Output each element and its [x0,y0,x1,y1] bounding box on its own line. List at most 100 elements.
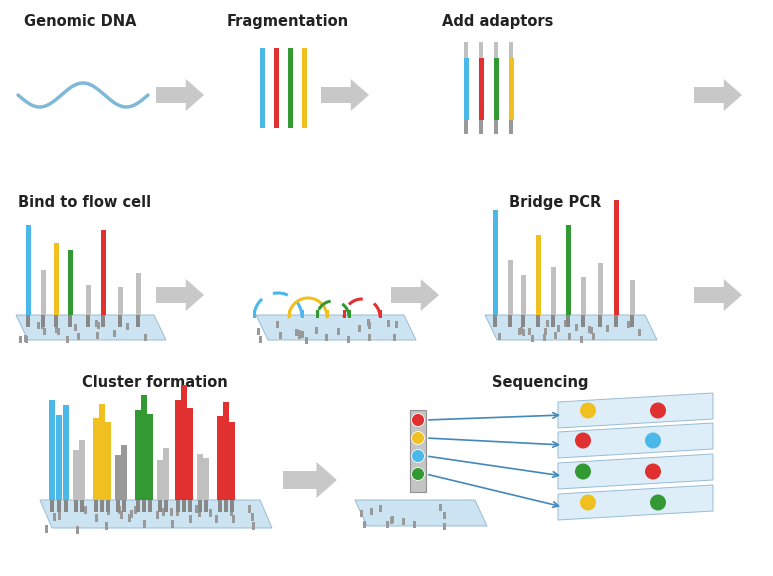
Bar [155,511,158,520]
Bar [43,328,46,335]
Bar [95,320,97,327]
Bar [105,422,111,500]
Bar [342,310,346,318]
Bar [564,320,567,327]
Bar [100,230,105,315]
Bar [53,513,56,521]
Bar [575,324,578,331]
Bar [84,506,87,514]
Bar [40,270,46,315]
Bar [24,335,27,342]
Bar [230,422,235,500]
Bar [63,405,69,500]
Bar [158,500,162,512]
Bar [581,277,585,315]
Bar [301,310,304,318]
Circle shape [411,431,424,445]
Text: Bridge PCR: Bridge PCR [509,195,601,210]
Bar [54,315,58,327]
Bar [614,315,618,327]
Bar [492,210,498,315]
Polygon shape [694,279,742,311]
Bar [117,287,122,315]
Polygon shape [355,500,487,526]
Bar [157,460,163,500]
Bar [301,331,305,338]
Bar [523,329,525,336]
Bar [25,336,28,343]
Bar [55,325,58,332]
Bar [509,120,513,134]
Bar [253,310,256,318]
Bar [359,325,362,332]
Bar [588,325,591,333]
Bar [49,400,55,500]
Bar [444,511,446,518]
Circle shape [580,495,596,510]
Text: Cluster formation: Cluster formation [82,375,228,390]
Bar [248,505,251,513]
Bar [443,524,446,530]
Bar [410,410,426,492]
Bar [58,511,61,520]
Bar [315,310,318,318]
Bar [128,514,131,522]
Bar [360,510,363,517]
Bar [135,410,141,500]
Polygon shape [485,315,657,340]
Bar [94,500,98,512]
Bar [325,310,329,318]
Bar [164,500,169,512]
Polygon shape [391,279,439,311]
Bar [413,521,416,528]
Bar [175,400,181,500]
Bar [274,48,278,128]
Bar [638,329,641,336]
Bar [66,336,69,343]
Bar [148,500,152,512]
Bar [439,505,442,511]
Bar [189,515,192,522]
Bar [494,120,499,134]
Bar [629,280,635,315]
Bar [209,509,212,517]
Bar [492,315,497,327]
Bar [100,315,105,327]
Text: Genomic DNA: Genomic DNA [24,14,136,29]
Bar [402,518,405,525]
Bar [198,500,203,512]
Bar [223,500,228,512]
Bar [116,500,121,512]
Bar [363,521,366,528]
Bar [26,315,30,327]
Bar [218,500,223,512]
Bar [528,328,531,335]
Bar [175,500,180,512]
Bar [73,450,79,500]
Bar [478,120,483,134]
Circle shape [650,403,666,419]
Bar [86,285,90,315]
Polygon shape [694,79,742,111]
Text: Sequencing: Sequencing [492,375,588,390]
Bar [257,328,260,335]
Bar [550,315,555,327]
Text: Add adaptors: Add adaptors [442,14,553,29]
Bar [499,333,502,340]
Polygon shape [558,485,713,520]
Bar [550,267,556,315]
Bar [508,315,512,327]
Bar [49,500,54,512]
Polygon shape [283,462,337,498]
Bar [508,260,512,315]
Bar [40,323,43,329]
Bar [348,310,350,318]
Bar [509,42,513,58]
Bar [94,418,99,500]
Bar [41,315,46,327]
Bar [295,328,298,336]
Circle shape [580,403,596,419]
Bar [233,515,236,523]
Bar [251,513,254,521]
Bar [107,507,111,515]
